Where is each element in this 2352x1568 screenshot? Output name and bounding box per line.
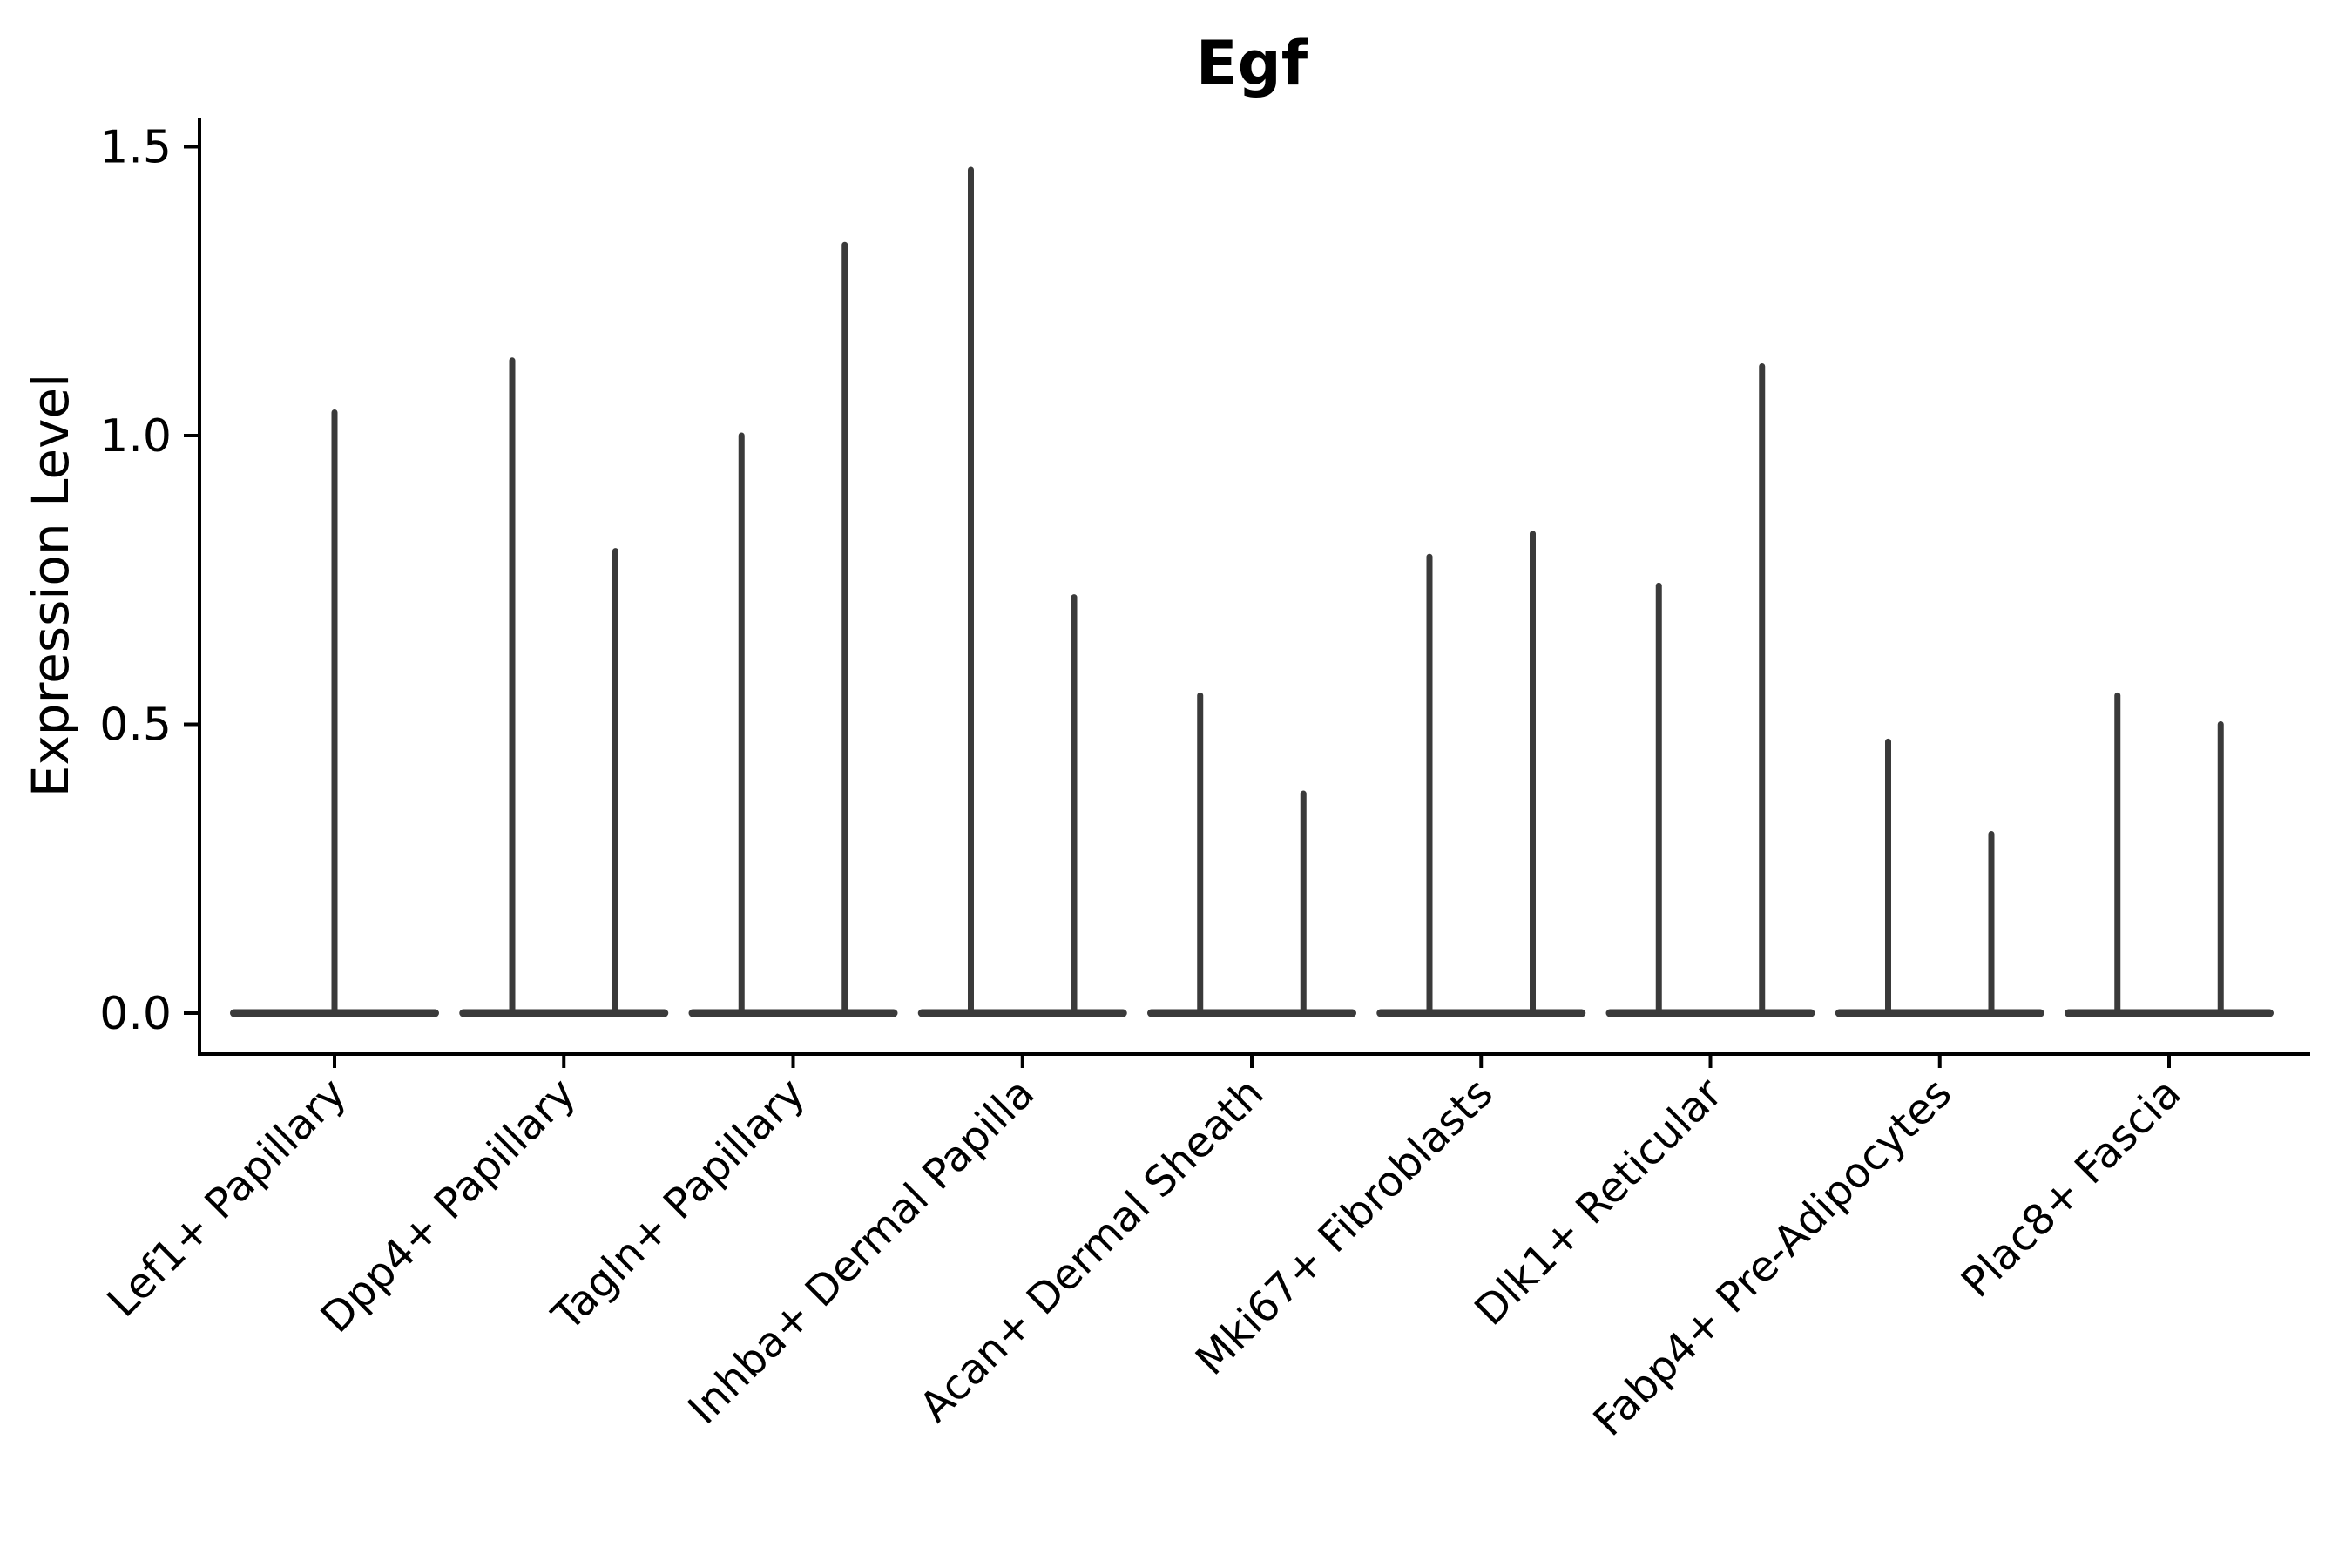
- violin-group: [1147, 692, 1356, 1017]
- violin-group: [2065, 692, 2274, 1017]
- y-tick-label: 0.5: [99, 700, 172, 752]
- violin-group: [688, 241, 898, 1017]
- violin-body: [459, 1009, 669, 1017]
- violin-group: [230, 409, 439, 1017]
- axes: 0.0 0.5 1.0 1.5: [99, 118, 2310, 1068]
- violin-body: [1147, 1009, 1356, 1017]
- violin-body: [1835, 1009, 2044, 1017]
- chart-title: Egf: [1196, 28, 1309, 99]
- x-category-label: Lef1+ Papillary: [98, 1069, 356, 1327]
- violin-group: [917, 166, 1127, 1017]
- violin-group: [1376, 531, 1586, 1017]
- y-axis-label: Expression Level: [21, 374, 80, 797]
- x-category-label: Dlk1+ Reticular: [1465, 1069, 1732, 1335]
- violin-body: [2065, 1009, 2274, 1017]
- violin-marks: [230, 166, 2274, 1017]
- violin-body: [917, 1009, 1127, 1017]
- violin-body: [688, 1009, 898, 1017]
- y-tick-label: 1.0: [99, 410, 172, 463]
- y-tick-label: 0.0: [99, 988, 172, 1040]
- violin-group: [1605, 362, 1815, 1017]
- violin-body: [1605, 1009, 1815, 1017]
- x-category-label: Dpp4+ Papillary: [312, 1069, 585, 1342]
- violin-group: [1835, 738, 2044, 1017]
- x-category-label: Tagln+ Papillary: [543, 1069, 814, 1341]
- y-tick-label: 1.5: [99, 122, 172, 174]
- x-category-label: Plac8+ Fascia: [1952, 1069, 2191, 1308]
- violin-group: [459, 357, 669, 1017]
- violin-body: [1376, 1009, 1586, 1017]
